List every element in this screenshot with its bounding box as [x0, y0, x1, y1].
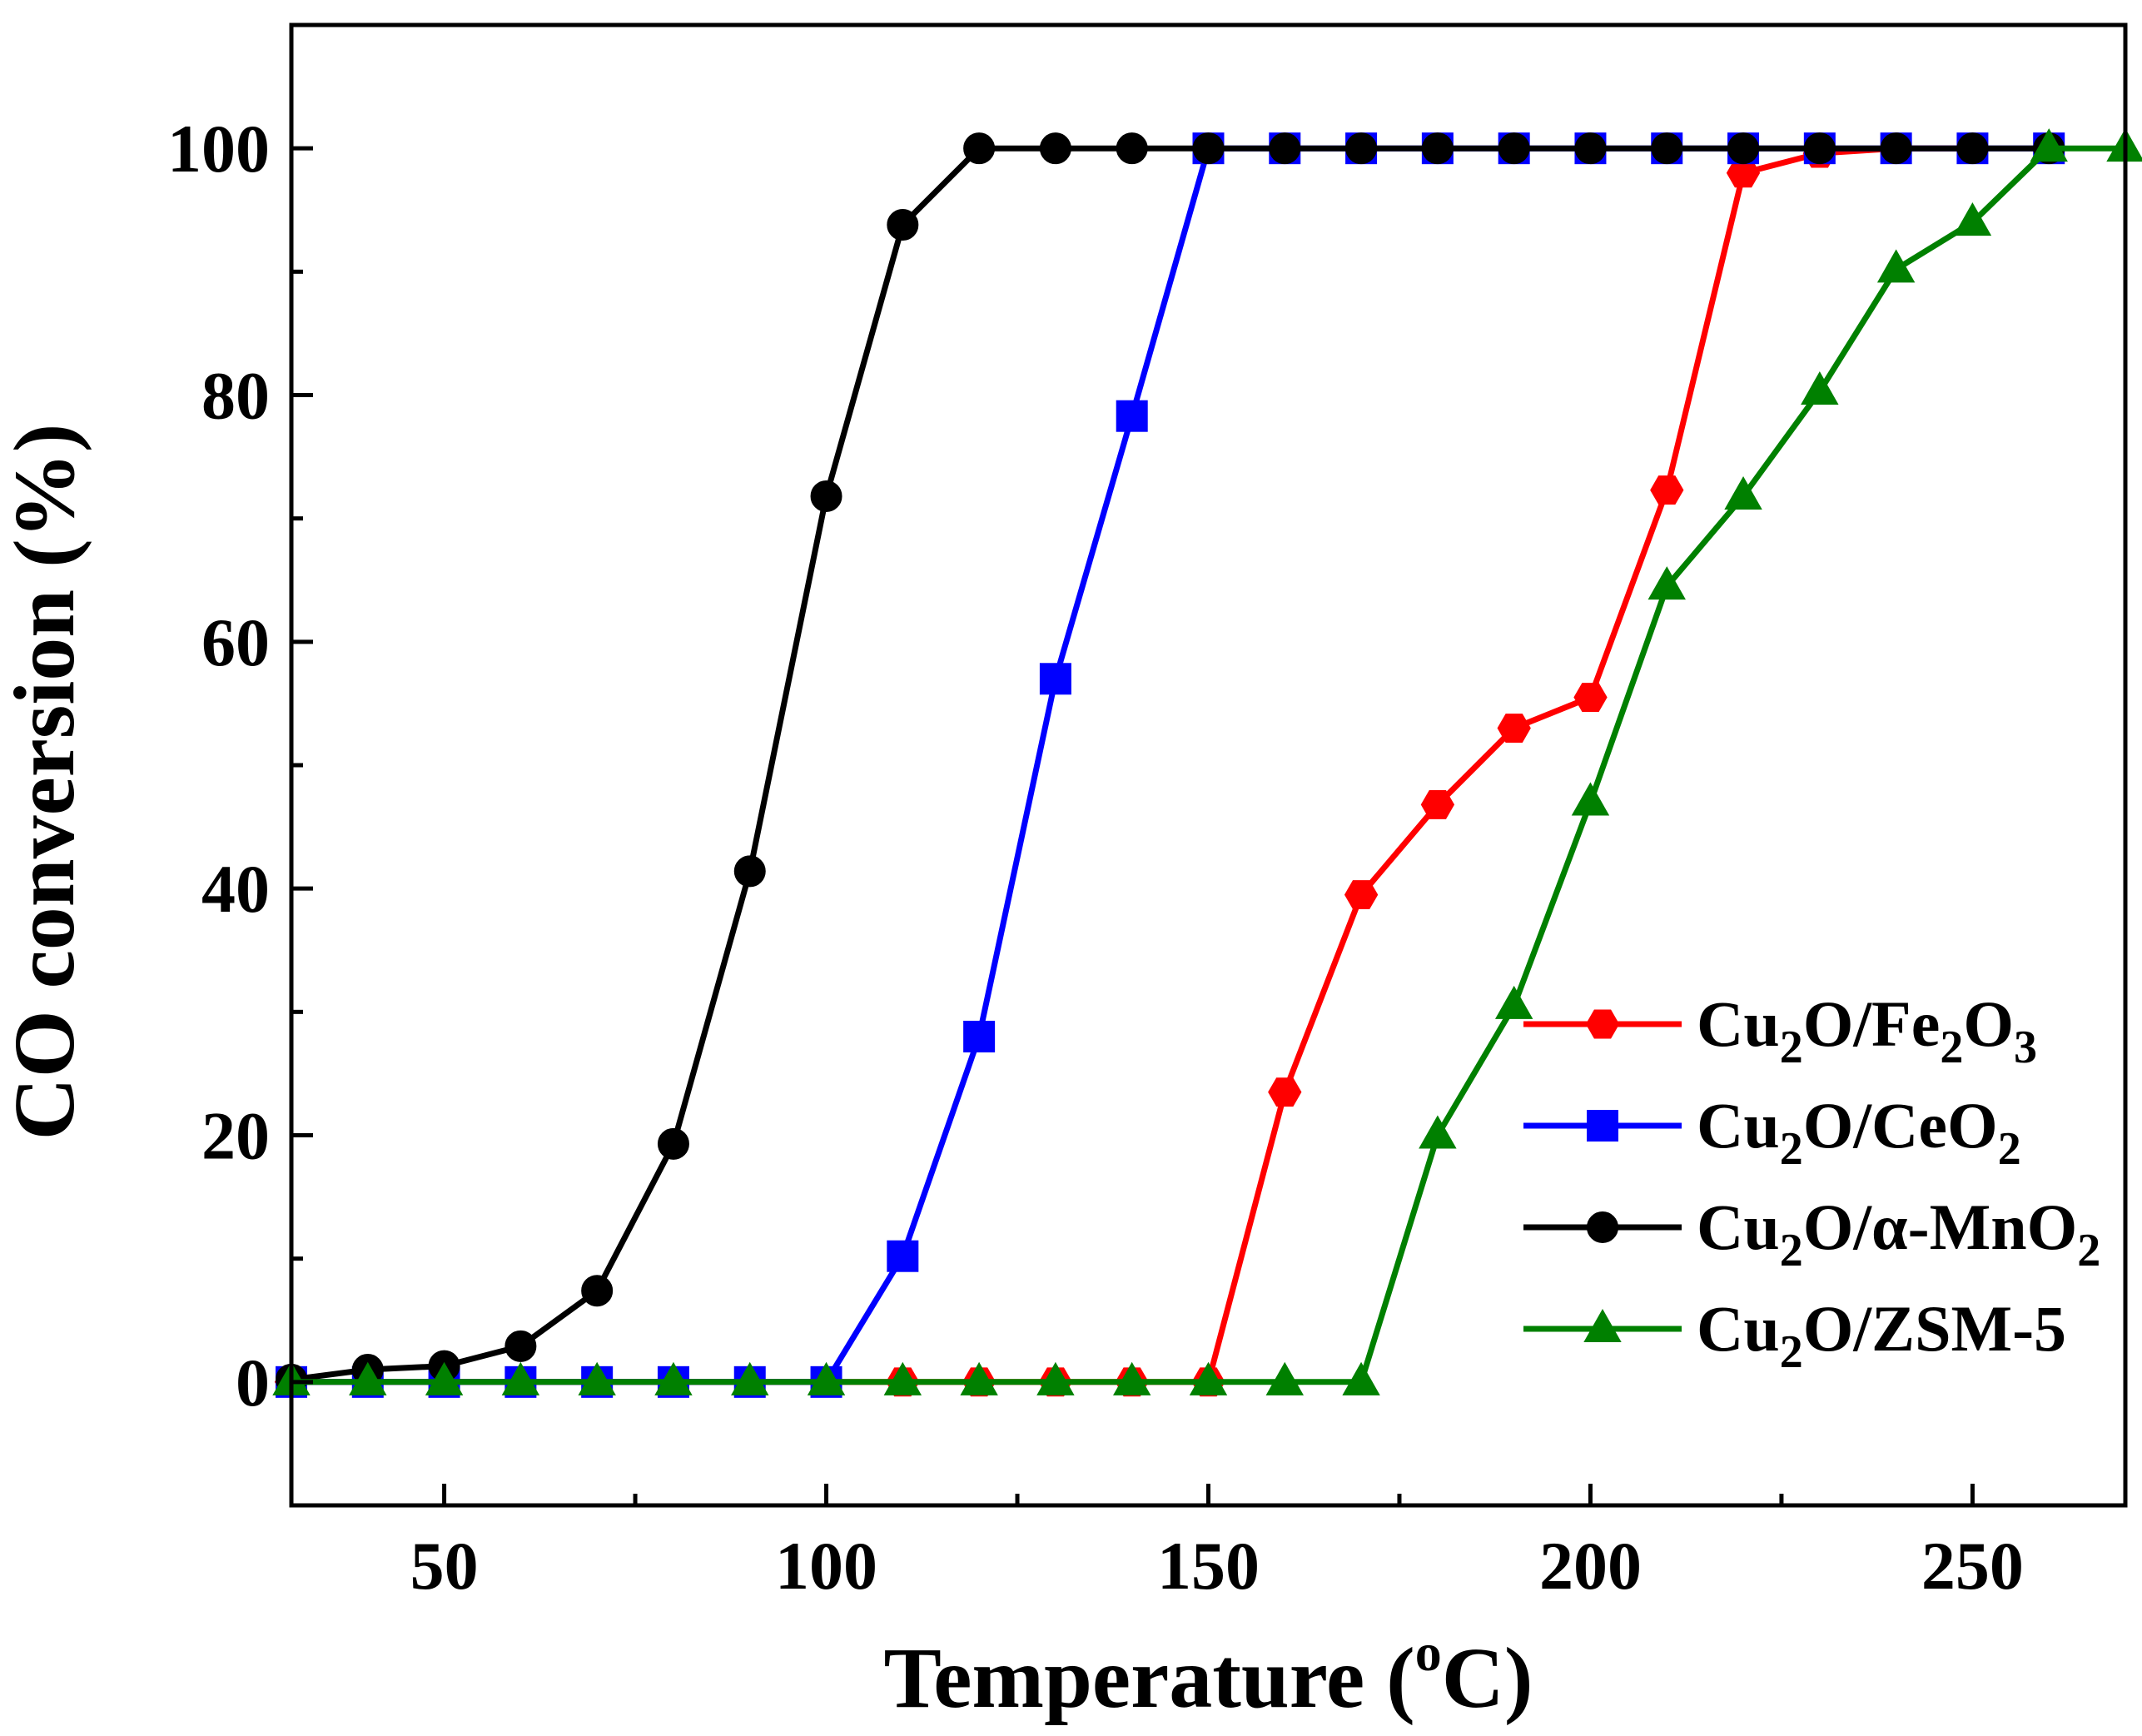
- legend: Cu2O/Fe2O3 Cu2O/CeO2 Cu2O/α-MnO2 Cu2O/ZSM-5: [1523, 987, 2100, 1378]
- data-point: [1419, 1115, 1457, 1149]
- data-point: [501, 1361, 540, 1395]
- legend-item-cu2o-fe2o3: Cu2O/Fe2O3: [1523, 987, 2037, 1073]
- data-point: [1421, 132, 1454, 165]
- data-point: [1192, 132, 1225, 165]
- y-tick-label: 100: [167, 111, 270, 187]
- series-layer: [272, 128, 2142, 1398]
- series-line: [291, 145, 2050, 1383]
- series-cu2o-ceo2: [276, 132, 2065, 1398]
- data-point: [1342, 1361, 1380, 1395]
- legend-marker: [1587, 1211, 1618, 1243]
- data-point: [960, 1361, 998, 1395]
- y-tick-label: 20: [201, 1098, 270, 1174]
- data-point: [1876, 249, 1916, 283]
- data-point: [1036, 1361, 1075, 1395]
- data-point: [1265, 1361, 1305, 1395]
- data-point: [581, 1275, 614, 1307]
- series-line: [291, 145, 2050, 1385]
- data-point: [731, 1361, 769, 1395]
- x-tick-label: 250: [1921, 1528, 2024, 1604]
- legend-label: Cu2O/ZSM-5: [1697, 1292, 2066, 1378]
- ticks-layer: 50 100 150 200 250 0 20 40 60 80 100: [167, 22, 2024, 1604]
- data-point: [1574, 132, 1607, 165]
- data-point: [1497, 714, 1531, 743]
- data-point: [1571, 782, 1610, 816]
- x-tick-label: 150: [1157, 1528, 1260, 1604]
- y-tick-label: 0: [236, 1345, 270, 1420]
- data-point: [1956, 132, 1989, 165]
- x-tick-label: 100: [775, 1528, 877, 1604]
- data-point: [887, 209, 919, 241]
- y-tick-label: 80: [201, 358, 270, 434]
- data-point: [1650, 475, 1684, 505]
- data-point: [1724, 475, 1762, 510]
- data-point: [1648, 566, 1686, 600]
- y-axis-title: CO conversion (%): [0, 424, 92, 1141]
- data-point: [1112, 1361, 1151, 1395]
- data-point: [657, 1127, 689, 1160]
- data-point: [1269, 132, 1301, 165]
- data-point: [963, 1020, 996, 1052]
- data-point: [1801, 371, 1839, 405]
- data-point: [578, 1361, 616, 1395]
- data-point: [887, 1240, 919, 1272]
- data-point: [963, 132, 996, 165]
- data-point: [1268, 1077, 1302, 1107]
- data-point: [1345, 132, 1378, 165]
- y-tick-label: 60: [201, 604, 270, 680]
- legend-marker: [1587, 1110, 1618, 1142]
- legend-label: Cu2O/CeO2: [1697, 1089, 2021, 1175]
- data-point: [425, 1361, 464, 1395]
- data-point: [504, 1330, 537, 1362]
- data-point: [1880, 132, 1912, 165]
- legend-item-cu2o-mno2: Cu2O/α-MnO2: [1523, 1191, 2100, 1276]
- data-point: [733, 855, 766, 888]
- data-point: [1494, 985, 1533, 1019]
- legend-marker: [1583, 1308, 1622, 1342]
- x-tick-label: 50: [410, 1528, 479, 1604]
- data-point: [1420, 790, 1455, 819]
- data-point: [1116, 400, 1148, 432]
- legend-label: Cu2O/Fe2O3: [1697, 987, 2037, 1073]
- data-point: [1344, 880, 1379, 909]
- x-tick-label: 200: [1539, 1528, 1642, 1604]
- legend-label: Cu2O/α-MnO2: [1697, 1191, 2100, 1276]
- data-point: [883, 1361, 922, 1395]
- y-tick-label: 40: [201, 851, 270, 927]
- series-cu2o-mno2: [276, 132, 2065, 1395]
- data-point: [1803, 132, 1836, 165]
- series-cu2o-zsm-5: [272, 128, 2142, 1395]
- data-point: [810, 480, 842, 512]
- data-point: [2030, 128, 2068, 162]
- data-point: [1039, 132, 1071, 165]
- x-axis-title: Temperature (oC): [883, 1623, 1533, 1726]
- plot-frame: [289, 22, 2128, 1508]
- data-point: [1727, 132, 1760, 165]
- legend-item-cu2o-ceo2: Cu2O/CeO2: [1523, 1089, 2021, 1175]
- data-point: [654, 1361, 693, 1395]
- data-point: [1039, 663, 1071, 695]
- data-point: [1189, 1361, 1228, 1395]
- data-point: [1953, 202, 1992, 236]
- data-point: [1116, 132, 1148, 165]
- data-point: [349, 1361, 387, 1395]
- data-point: [1573, 683, 1608, 712]
- data-point: [807, 1361, 846, 1395]
- legend-item-cu2o-zsm-5: Cu2O/ZSM-5: [1523, 1292, 2066, 1378]
- data-point: [1498, 132, 1530, 165]
- data-point: [1651, 132, 1683, 165]
- legend-marker: [1585, 1009, 1620, 1039]
